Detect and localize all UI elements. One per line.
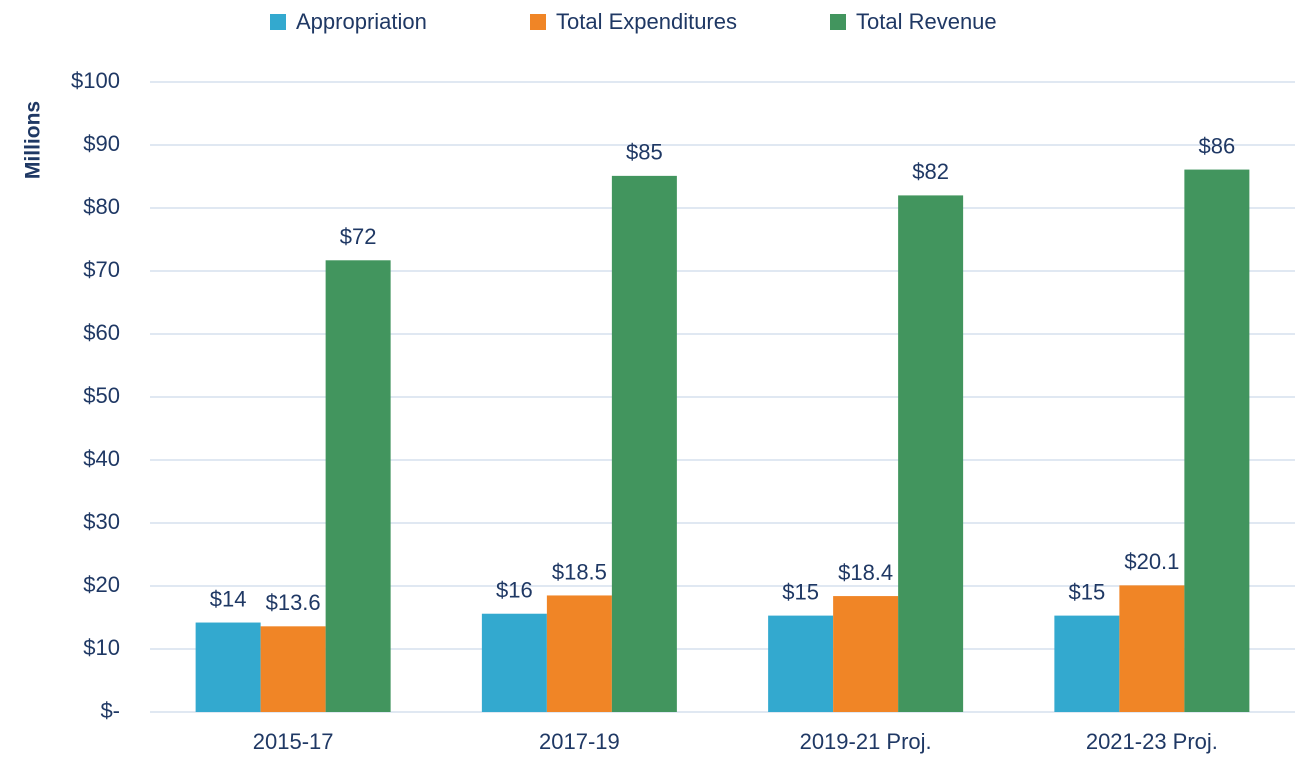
y-tick-label: $10 — [83, 635, 120, 660]
x-tick-label: 2015-17 — [253, 729, 334, 754]
y-tick-label: $30 — [83, 509, 120, 534]
bar — [325, 260, 391, 712]
bar — [1054, 615, 1120, 712]
value-label: $13.6 — [266, 590, 321, 615]
legend-label: Appropriation — [296, 9, 427, 34]
y-tick-label: $100 — [71, 68, 120, 93]
y-tick-label: $70 — [83, 257, 120, 282]
value-label: $85 — [626, 140, 663, 165]
x-tick-label: 2021-23 Proj. — [1086, 729, 1218, 754]
x-tick-label: 2017-19 — [539, 729, 620, 754]
value-label: $15 — [1069, 579, 1106, 604]
value-label: $14 — [210, 586, 247, 611]
legend-label: Total Expenditures — [556, 9, 737, 34]
bar — [898, 195, 964, 712]
value-label: $18.5 — [552, 559, 607, 584]
value-label: $82 — [912, 159, 949, 184]
bar — [260, 626, 326, 712]
y-tick-label: $- — [100, 698, 120, 723]
y-tick-label: $60 — [83, 320, 120, 345]
bar — [195, 622, 261, 712]
value-label: $15 — [782, 579, 819, 604]
y-tick-label: $90 — [83, 131, 120, 156]
value-label: $86 — [1199, 133, 1236, 158]
bar — [1119, 585, 1185, 712]
legend-swatch — [530, 14, 546, 30]
y-tick-label: $40 — [83, 446, 120, 471]
y-tick-label: $80 — [83, 194, 120, 219]
value-label: $72 — [340, 224, 377, 249]
legend-label: Total Revenue — [856, 9, 997, 34]
legend-swatch — [830, 14, 846, 30]
y-tick-label: $20 — [83, 572, 120, 597]
value-label: $16 — [496, 578, 533, 603]
y-axis-label: Millions — [22, 101, 45, 179]
bar — [1184, 169, 1250, 712]
bar — [611, 175, 677, 712]
bar — [481, 613, 547, 712]
y-tick-label: $50 — [83, 383, 120, 408]
legend-swatch — [270, 14, 286, 30]
value-label: $18.4 — [838, 560, 893, 585]
bar — [546, 595, 612, 712]
bar — [833, 596, 899, 712]
x-tick-label: 2019-21 Proj. — [800, 729, 932, 754]
bar — [768, 615, 834, 712]
value-label: $20.1 — [1124, 549, 1179, 574]
